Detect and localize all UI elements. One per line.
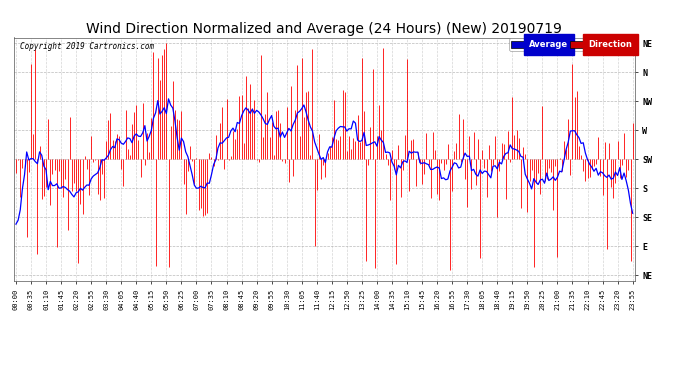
Text: Copyright 2019 Cartronics.com: Copyright 2019 Cartronics.com (20, 42, 154, 51)
Title: Wind Direction Normalized and Average (24 Hours) (New) 20190719: Wind Direction Normalized and Average (2… (86, 22, 562, 36)
Legend: Average, Direction: Average, Direction (509, 38, 634, 51)
